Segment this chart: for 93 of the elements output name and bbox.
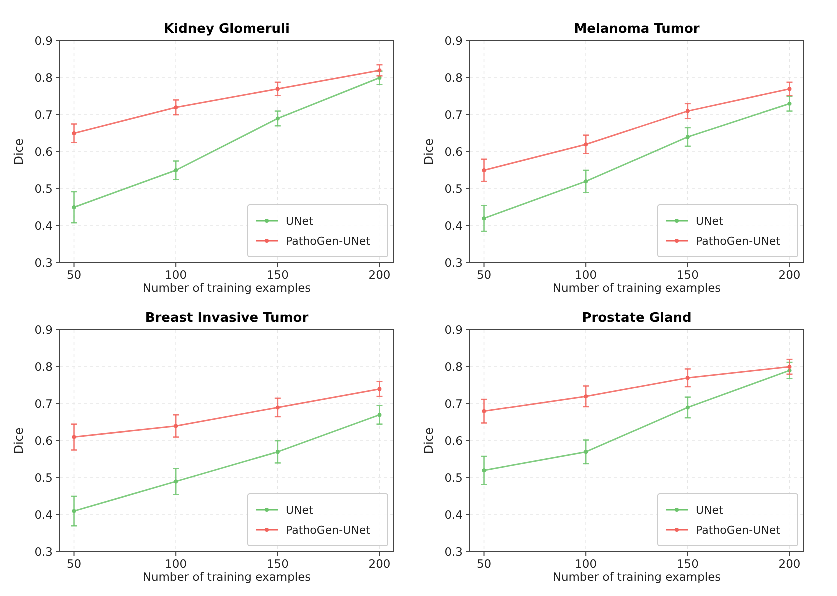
y-tick-label: 0.9 (444, 34, 463, 48)
chart-title: Melanoma Tumor (574, 22, 700, 37)
y-tick-label: 0.4 (444, 508, 463, 522)
point (276, 406, 280, 410)
x-tick-label: 100 (575, 557, 598, 571)
y-axis-title: Dice (12, 138, 26, 166)
point (788, 365, 792, 369)
point (482, 468, 486, 473)
y-tick-label: 0.5 (34, 182, 53, 196)
x-tick-label: 200 (778, 557, 801, 571)
point (584, 450, 588, 454)
x-tick-label: 50 (66, 268, 82, 282)
point (686, 109, 690, 114)
x-tick-label: 200 (368, 268, 391, 282)
x-tick-label: 200 (778, 268, 801, 282)
y-tick-label: 0.6 (444, 145, 463, 160)
y-tick-label: 0.8 (34, 360, 53, 374)
point (174, 424, 178, 428)
x-tick-label: 100 (575, 268, 598, 282)
x-tick-label: 50 (66, 557, 82, 571)
y-tick-label: 0.6 (34, 434, 53, 448)
y-tick-label: 0.3 (444, 256, 463, 270)
y-tick-label: 0.5 (444, 471, 463, 486)
y-tick-label: 0.3 (444, 545, 463, 560)
x-tick-label: 150 (266, 557, 289, 571)
point (686, 406, 690, 410)
x-axis-title: Number of training examples (142, 281, 312, 295)
y-axis-title: Dice (422, 138, 436, 166)
point (686, 376, 690, 380)
y-tick-label: 0.9 (444, 323, 463, 338)
point (788, 87, 792, 92)
point (276, 450, 280, 454)
point (788, 102, 792, 106)
x-tick-label: 50 (476, 557, 492, 571)
legend-label: PathoGen-UNet (696, 234, 782, 248)
y-tick-label: 0.4 (34, 219, 53, 234)
y-tick-label: 0.3 (34, 256, 53, 270)
y-tick-label: 0.8 (444, 71, 463, 86)
point (378, 387, 382, 392)
y-axis-title: Dice (422, 428, 436, 454)
legend-label: UNet (696, 214, 724, 228)
y-tick-label: 0.6 (444, 434, 463, 448)
y-axis-title: Dice (12, 428, 26, 454)
point (482, 216, 486, 221)
y-tick-label: 0.7 (444, 397, 463, 412)
y-tick-label: 0.4 (34, 508, 53, 522)
y-tick-label: 0.6 (34, 145, 53, 160)
point (174, 480, 178, 484)
y-tick-label: 0.8 (444, 360, 463, 374)
point (482, 409, 486, 414)
legend-label: PathoGen-UNet (286, 524, 372, 537)
x-axis-title: Number of training examples (552, 570, 722, 584)
x-tick-label: 150 (676, 557, 699, 571)
y-tick-label: 0.7 (34, 397, 53, 412)
x-axis-title: Number of training examples (552, 281, 722, 295)
point (72, 435, 76, 440)
x-tick-label: 100 (165, 557, 188, 571)
legend-label: PathoGen-UNet (286, 234, 372, 248)
x-axis-title: Number of training examples (142, 570, 312, 584)
y-tick-label: 0.9 (34, 323, 53, 338)
point (584, 180, 588, 184)
y-tick-label: 0.5 (444, 182, 463, 196)
y-tick-label: 0.4 (444, 219, 463, 234)
x-tick-label: 50 (476, 268, 492, 282)
legend-label: UNet (286, 214, 314, 228)
chart-title: Kidney Glomeruli (164, 22, 290, 37)
point (482, 168, 486, 172)
y-tick-label: 0.7 (34, 108, 53, 122)
y-tick-label: 0.7 (444, 108, 463, 122)
y-tick-label: 0.3 (34, 545, 53, 560)
point (72, 206, 76, 210)
x-tick-label: 100 (165, 268, 188, 282)
x-tick-label: 200 (368, 557, 391, 571)
point (584, 394, 588, 399)
y-tick-label: 0.8 (34, 71, 53, 86)
x-tick-label: 150 (676, 268, 699, 282)
point (72, 132, 76, 136)
point (378, 413, 382, 418)
x-tick-label: 150 (266, 268, 289, 282)
point (584, 142, 588, 147)
point (276, 87, 280, 92)
point (72, 509, 76, 514)
point (174, 168, 178, 172)
point (276, 116, 280, 121)
y-tick-label: 0.9 (34, 34, 53, 48)
chart-title: Breast Invasive Tumor (145, 311, 310, 326)
legend-label: UNet (696, 504, 724, 517)
point (174, 106, 178, 110)
point (686, 135, 690, 140)
legend-label: UNet (286, 504, 314, 517)
y-tick-label: 0.5 (34, 471, 53, 486)
legend-label: PathoGen-UNet (696, 524, 782, 537)
chart-title: Prostate Gland (582, 311, 692, 326)
